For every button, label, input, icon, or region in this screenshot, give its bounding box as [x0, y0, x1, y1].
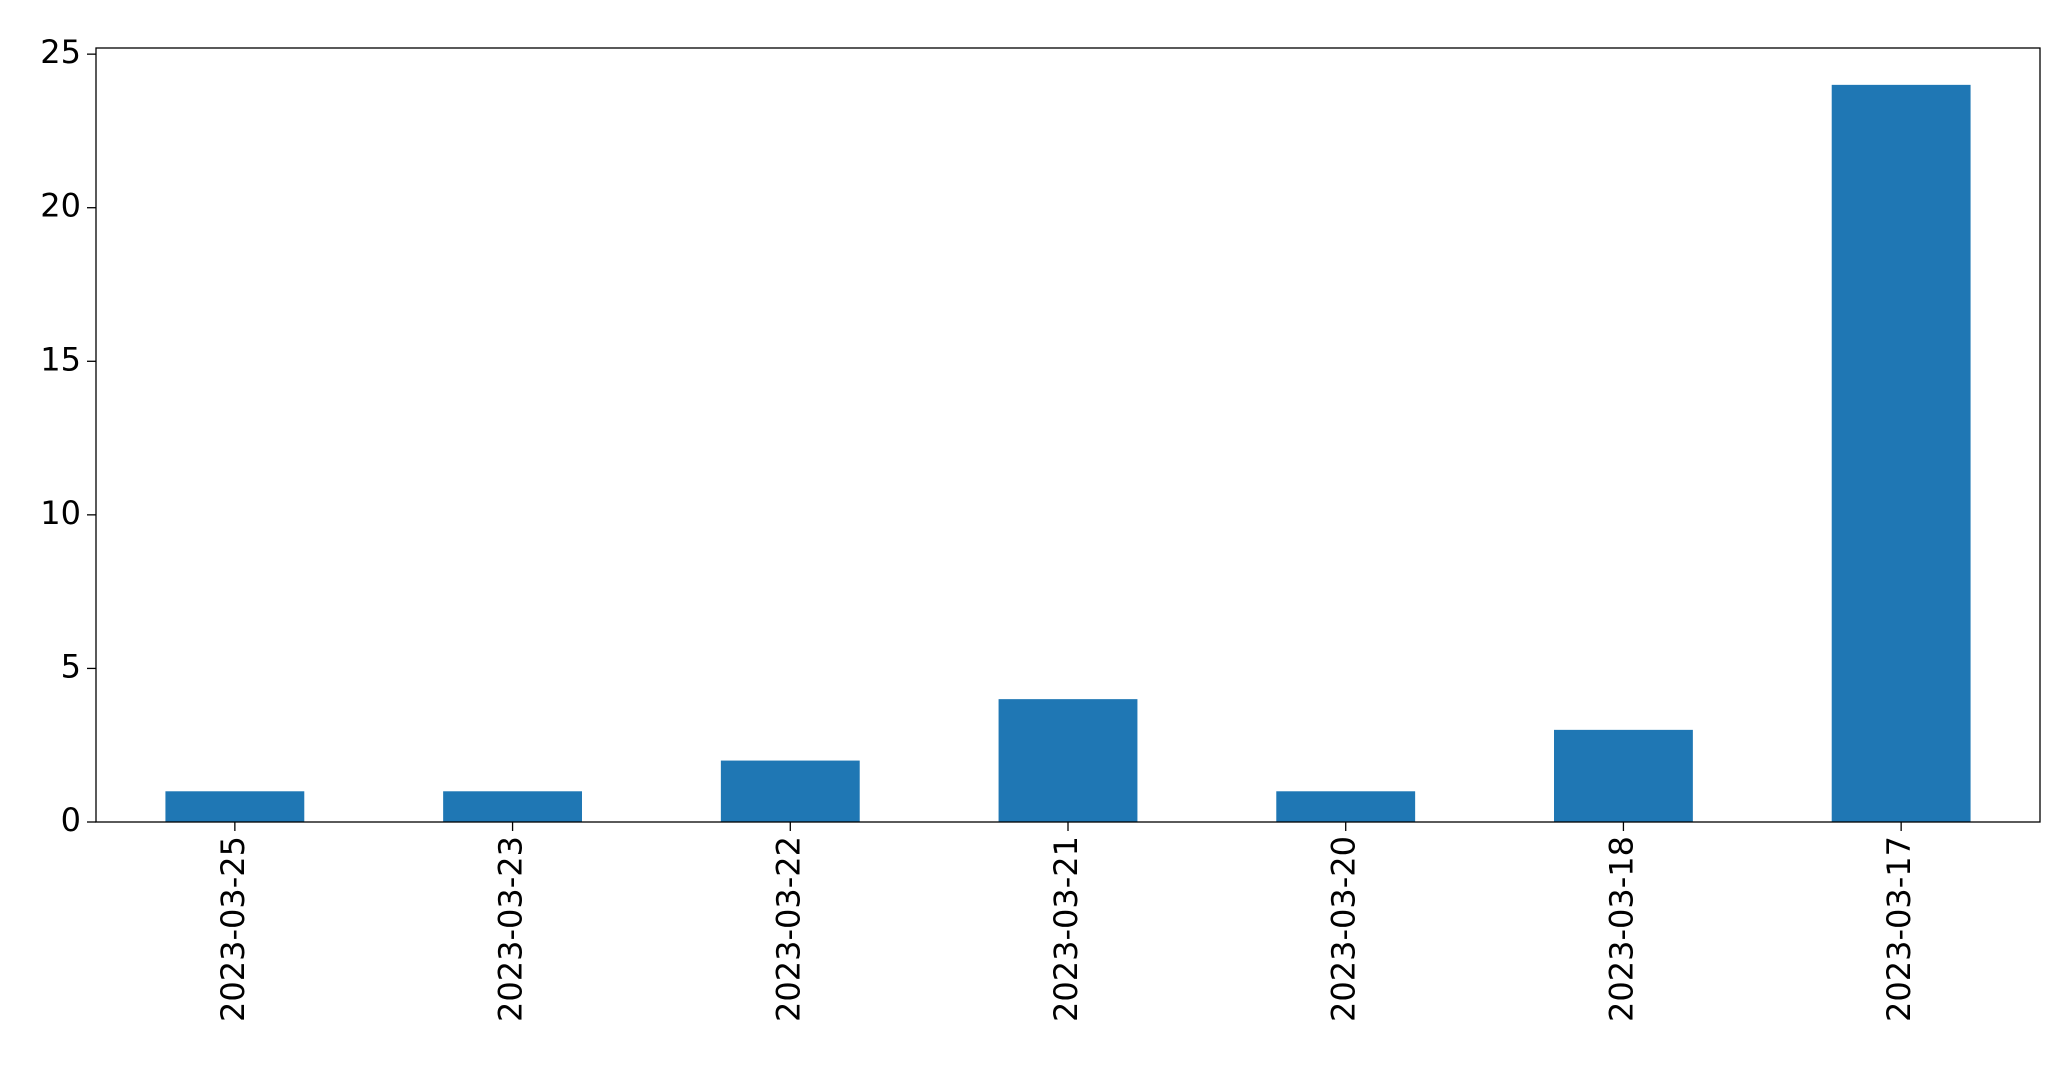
x-tick-label: 2023-03-22 — [769, 836, 807, 1022]
bar — [165, 791, 305, 822]
x-tick-label: 2023-03-17 — [1880, 836, 1918, 1022]
bar — [720, 760, 860, 822]
bar — [998, 699, 1138, 822]
y-tick-label: 5 — [61, 647, 81, 685]
x-tick-label: 2023-03-20 — [1325, 836, 1363, 1022]
x-tick-label: 2023-03-23 — [492, 836, 530, 1022]
x-tick-label: 2023-03-25 — [214, 836, 252, 1022]
x-tick-label: 2023-03-18 — [1602, 836, 1640, 1022]
y-tick-label: 0 — [61, 801, 81, 839]
y-tick-label: 20 — [40, 187, 81, 225]
bar — [1831, 84, 1971, 823]
bar — [1554, 729, 1693, 822]
bar — [1276, 791, 1416, 822]
plot-frame — [95, 47, 2041, 823]
y-tick-label: 10 — [40, 494, 81, 532]
x-tick-label: 2023-03-21 — [1047, 836, 1085, 1022]
bar — [443, 791, 582, 822]
y-tick-label: 25 — [40, 33, 81, 71]
y-tick-label: 15 — [40, 340, 81, 378]
